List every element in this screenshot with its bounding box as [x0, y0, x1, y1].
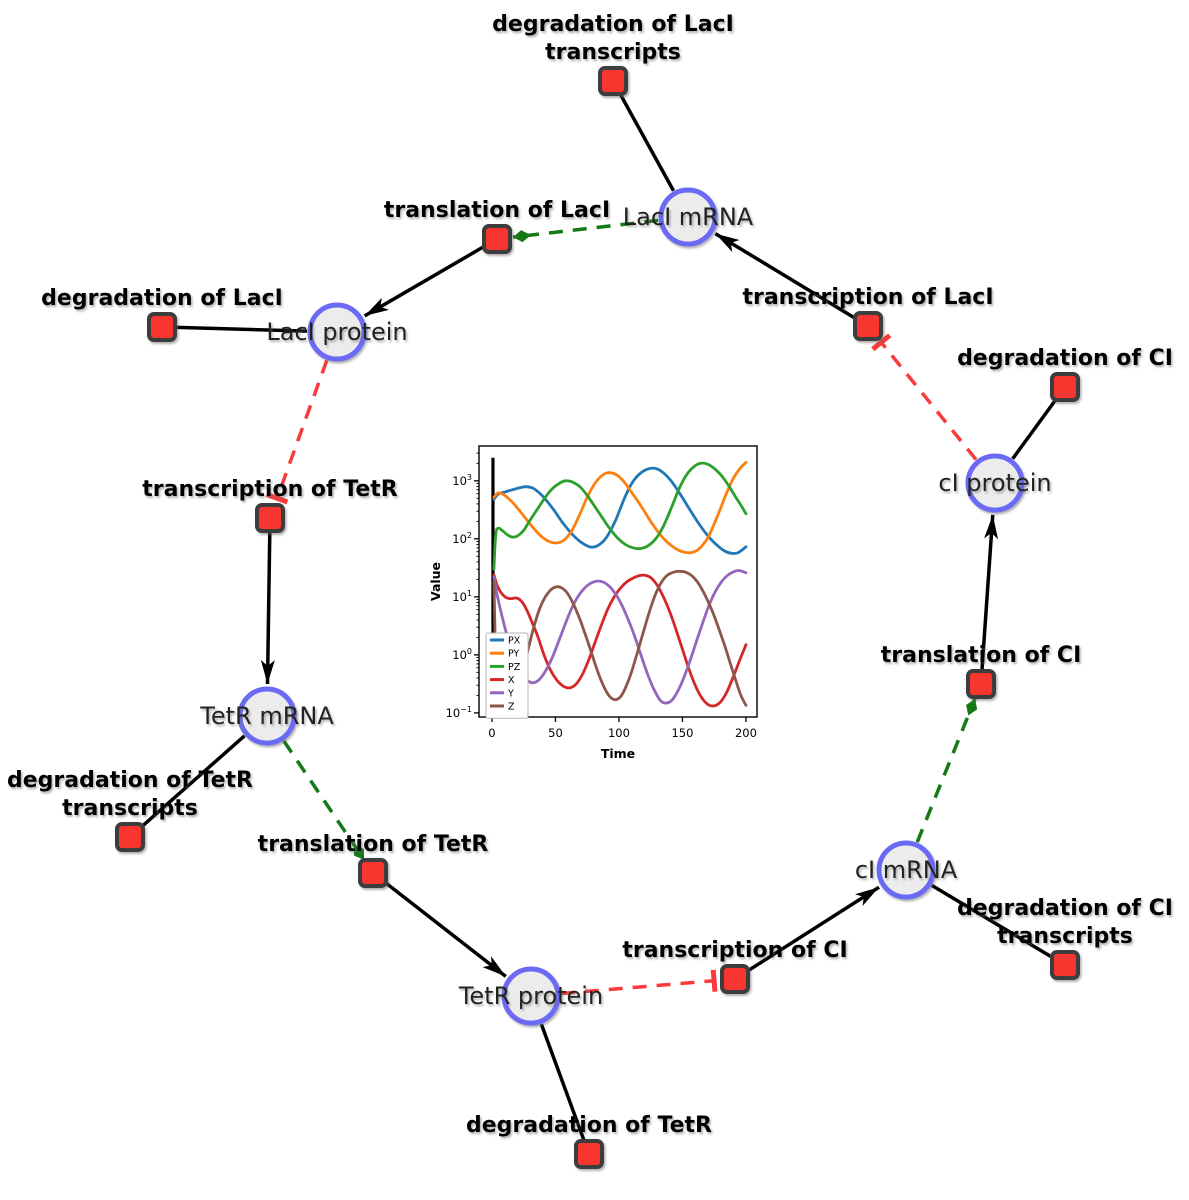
x-tick-label: 100	[608, 726, 630, 740]
reaction-label-tx-ci: transcription of CI	[622, 938, 847, 963]
edge-production-tx-laci-to-laci-mrna	[714, 232, 857, 320]
legend-label-y: Y	[507, 688, 514, 699]
reaction-label-transl-ci: translation of CI	[881, 643, 1082, 668]
reaction-label-deg-tetr-tx: degradation of TetR	[7, 768, 253, 793]
edge-inhibition-ci-protein-to-tx-laci	[871, 333, 978, 461]
species-label-ci-protein: cI protein	[938, 469, 1051, 497]
chart-series-pz	[492, 461, 748, 571]
reaction-node-deg-ci-tx[interactable]	[1050, 950, 1080, 980]
species-label-laci-protein: LacI protein	[266, 318, 407, 346]
reaction-label-transl-laci: translation of LacI	[384, 198, 610, 223]
reaction-label-deg-laci-tx: transcripts	[545, 40, 681, 65]
edge-inhibition-tetr-protein-to-tx-ci	[560, 969, 718, 996]
chart-series-z	[492, 569, 748, 717]
x-axis-label: Time	[601, 746, 635, 761]
reaction-node-tx-tetr[interactable]	[255, 503, 285, 533]
species-label-tetr-protein: TetR protein	[458, 982, 603, 1010]
reaction-node-transl-laci[interactable]	[482, 224, 512, 254]
legend-label-z: Z	[508, 702, 515, 713]
x-tick-label: 0	[488, 726, 495, 740]
chart-series-px	[492, 466, 748, 555]
reaction-label-deg-ci: degradation of CI	[957, 346, 1173, 371]
reaction-node-deg-tetr-tx[interactable]	[115, 822, 145, 852]
inset-chart: 0 50 100 150 20010−1100101102103TimeValuePXP…	[427, 436, 775, 767]
species-node-laci-protein[interactable]	[307, 302, 367, 362]
species-label-laci-mrna: LacI mRNA	[623, 203, 754, 231]
reaction-label-deg-tetr-tx: transcripts	[62, 796, 198, 821]
edge-production-tx-tetr-to-tetr-mrna	[260, 532, 275, 685]
species-node-ci-mrna[interactable]	[876, 840, 936, 900]
edge-inhibition-laci-protein-to-tx-tetr	[265, 359, 329, 505]
edge-production-transl-laci-to-laci-protein	[363, 245, 485, 318]
reaction-label-deg-tetr: degradation of TetR	[466, 1113, 712, 1138]
reaction-node-deg-tetr[interactable]	[574, 1139, 604, 1169]
edge-consumption-tetr-mrna-to-deg-tetr-tx	[140, 734, 246, 829]
edge-modifier-ci-mrna-to-transl-ci	[915, 698, 978, 843]
species-node-ci-protein[interactable]	[965, 453, 1025, 513]
reaction-node-tx-laci[interactable]	[853, 311, 883, 341]
edges-layer	[140, 93, 1058, 1141]
species-label-ci-mrna: cI mRNA	[855, 856, 958, 884]
reaction-label-deg-laci: degradation of LacI	[41, 286, 283, 311]
reaction-label-tx-tetr: transcription of TetR	[142, 477, 398, 502]
species-node-tetr-mrna[interactable]	[237, 686, 297, 746]
labels-layer: degradation of LacI transcripts translatio…	[7, 12, 1173, 1138]
species-node-laci-mrna[interactable]	[658, 187, 718, 247]
chart-series-x	[492, 573, 748, 708]
edge-consumption-laci-protein-to-deg-laci	[176, 325, 308, 333]
reaction-node-transl-ci[interactable]	[966, 669, 996, 699]
edge-production-transl-tetr-to-tetr-protein	[383, 880, 507, 978]
reaction-label-deg-ci-tx: transcripts	[997, 924, 1133, 949]
x-tick-label: 150	[671, 726, 693, 740]
edge-consumption-tetr-protein-to-deg-tetr	[539, 1023, 586, 1141]
legend-label-py: PY	[508, 649, 520, 660]
reaction-label-deg-laci-tx: degradation of LacI	[492, 12, 734, 37]
reaction-node-deg-laci[interactable]	[147, 312, 177, 342]
y-axis-label: Value	[428, 562, 443, 601]
species-label-tetr-mrna: TetR mRNA	[199, 702, 334, 730]
edge-consumption-ci-mrna-to-deg-ci-tx	[930, 883, 1054, 959]
edge-modifier-laci-mrna-to-transl-laci	[512, 218, 659, 243]
edge-consumption-laci-mrna-to-deg-laci-tx	[618, 93, 676, 192]
edge-production-transl-ci-to-ci-protein	[980, 514, 999, 670]
legend-label-px: PX	[508, 636, 521, 647]
reaction-label-tx-laci: transcription of LacI	[742, 285, 993, 310]
species-node-tetr-protein[interactable]	[501, 966, 561, 1026]
legend-label-x: X	[508, 675, 515, 686]
edge-production-tx-ci-to-ci-mrna	[746, 885, 880, 973]
x-tick-label: 50	[548, 726, 563, 740]
chart-background	[427, 436, 775, 767]
x-tick-label: 200	[735, 726, 757, 740]
legend-label-pz: PZ	[508, 662, 521, 673]
chart-series-py	[492, 461, 748, 555]
reaction-node-transl-tetr[interactable]	[358, 858, 388, 888]
nodes-layer	[115, 66, 1080, 1169]
edge-consumption-ci-protein-to-deg-ci	[1011, 398, 1058, 460]
reaction-label-deg-ci-tx: degradation of CI	[957, 896, 1173, 921]
reaction-node-deg-ci[interactable]	[1050, 372, 1080, 402]
reaction-node-tx-ci[interactable]	[720, 964, 750, 994]
reaction-node-deg-laci-tx[interactable]	[598, 66, 628, 96]
reaction-label-transl-tetr: translation of TetR	[258, 832, 489, 857]
chart-frame	[478, 445, 758, 718]
